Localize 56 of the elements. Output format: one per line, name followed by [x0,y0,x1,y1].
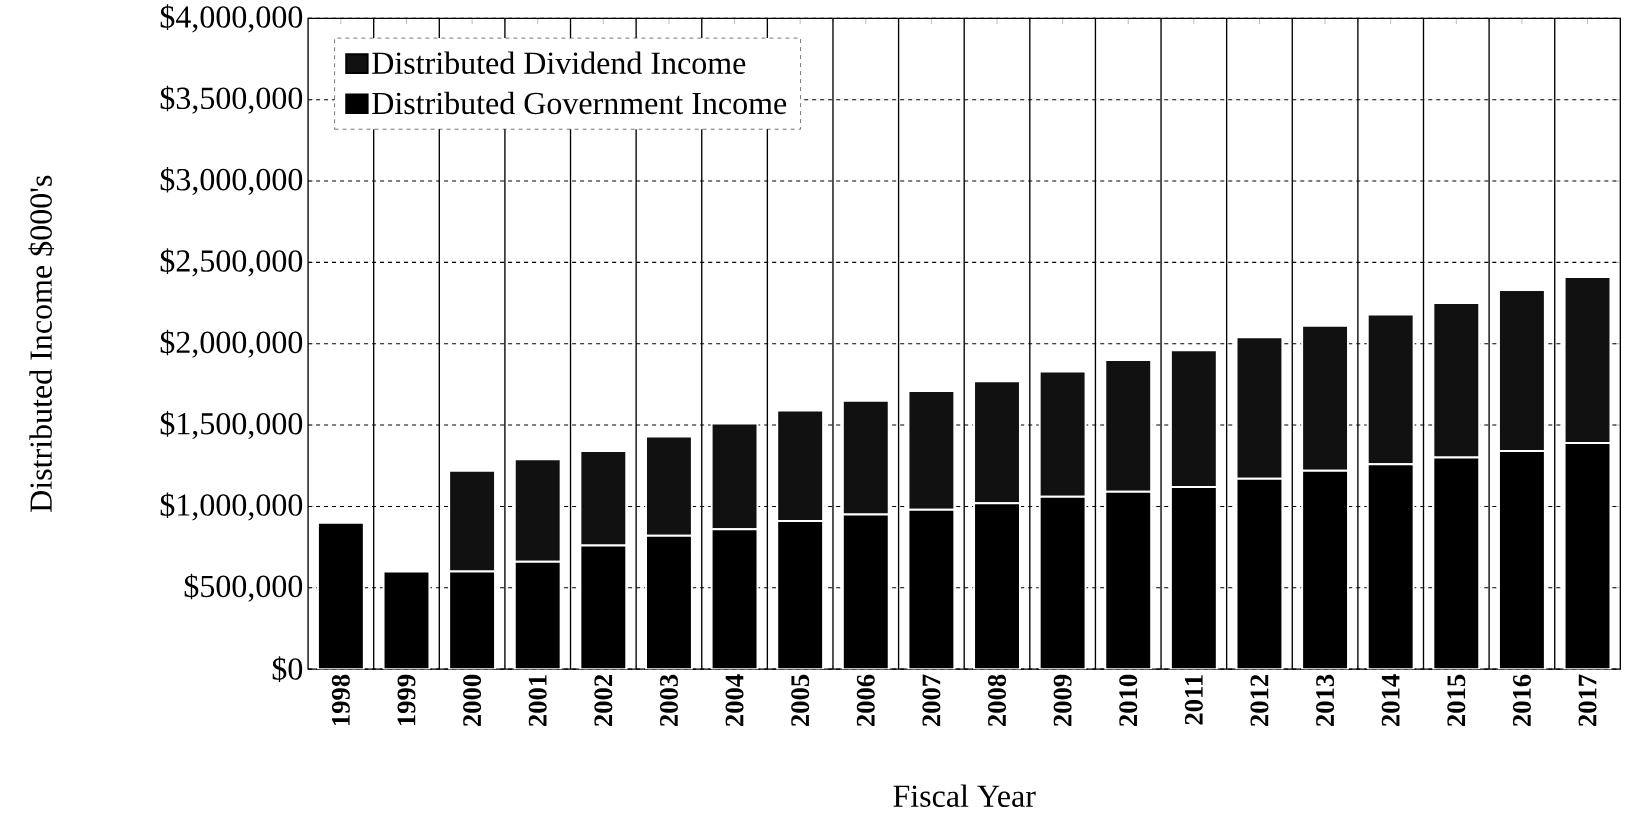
bar [1302,470,1349,670]
legend-label: Distributed Dividend Income [372,51,746,74]
x-tick-label: 2013 [1316,674,1335,726]
y-tick-label: $500,000 [184,573,303,602]
bar [449,571,496,670]
bar [1170,486,1217,670]
bar [1433,457,1480,670]
bar [974,503,1020,670]
bar [1367,464,1414,670]
x-tick-label: 2010 [1119,674,1138,726]
x-tick-label: 2005 [791,674,810,726]
y-tick-label: $2,000,000 [160,329,303,358]
y-axis-title: Distributed Income $000's [28,175,55,512]
bar [1498,451,1545,670]
x-tick-label: 2007 [922,674,941,726]
y-tick-label: $0 [272,656,303,682]
bar [645,535,692,670]
x-tick-label: 2016 [1512,674,1531,726]
x-axis-title: Fiscal Year [893,784,1036,807]
bar [513,458,562,563]
x-tick-label: 2014 [1381,674,1400,726]
x-tick-label: 2002 [594,674,613,726]
x-tick-label: 2006 [856,674,875,726]
bar [1105,491,1152,670]
bar [580,545,627,670]
legend-label: Distributed Government Income [372,91,787,115]
bar [1039,496,1086,670]
bar [908,509,955,670]
x-tick-label: 2003 [659,674,678,726]
y-tick-label: $3,000,000 [160,166,303,195]
bar [317,522,364,670]
x-tick-label: 2015 [1447,674,1466,726]
y-tick-label: $1,500,000 [160,410,303,440]
y-tick-label: $4,000,000 [160,4,303,33]
y-tick-label: $2,500,000 [160,248,303,277]
y-tick-label: $1,000,000 [160,492,303,521]
x-tick-label: 2011 [1184,675,1203,725]
x-tick-label: 2012 [1250,674,1269,726]
x-tick-label: 2008 [988,674,1006,726]
x-tick-label: 1998 [331,674,350,725]
x-tick-label: 1999 [397,674,416,725]
bar [514,561,561,670]
x-tick-label: 2009 [1053,674,1072,726]
bar [448,469,497,573]
bar [711,529,758,670]
x-tick-label: 2004 [725,674,744,726]
bar [842,514,889,670]
bar [777,520,824,670]
bar [1236,478,1283,670]
x-tick-label: 2001 [528,675,547,726]
x-tick-label: 2000 [463,674,482,726]
bar [1563,441,1612,670]
bar [579,450,628,547]
y-tick-label: $3,500,000 [160,85,303,114]
x-tick-label: 2017 [1578,674,1597,726]
bar [383,571,430,670]
